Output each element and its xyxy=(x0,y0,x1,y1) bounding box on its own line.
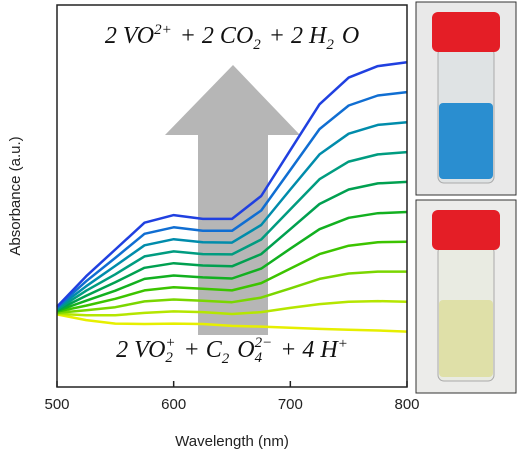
plot-frame xyxy=(56,4,408,388)
equation-text: + 4 H xyxy=(280,337,338,363)
x-tick-label: 500 xyxy=(44,396,69,413)
spectrum-line xyxy=(56,270,407,315)
spectrum-line xyxy=(56,180,408,312)
superscript: + xyxy=(165,335,176,352)
equation-text: 2 VO xyxy=(104,23,155,49)
equation-text: O xyxy=(237,337,255,363)
equation-text: O xyxy=(341,23,360,49)
spectrum-line xyxy=(56,299,408,317)
subscript: 2 xyxy=(165,350,173,367)
equation-term: + 4 H+ xyxy=(280,336,348,363)
spectrum-line xyxy=(56,121,408,310)
vial-photo-yellow xyxy=(415,199,517,394)
equation-term: 2 VO2+ xyxy=(104,22,172,49)
equation-term: + 2 CO2 xyxy=(179,23,261,53)
spectrum-line xyxy=(56,150,408,311)
subscript: 4 xyxy=(254,350,263,367)
spectrum-line xyxy=(56,313,408,333)
equation-term: O xyxy=(342,23,359,49)
equation-text: + 2 CO xyxy=(179,23,254,49)
spectrum-line xyxy=(56,61,408,308)
bottom-equation: 2 VO +2 + C2 O 2− 4 + 4 H+ xyxy=(57,336,407,368)
x-tick-label: 600 xyxy=(161,396,186,413)
x-tick-label: 700 xyxy=(278,396,303,413)
subscript: 2 xyxy=(221,350,230,367)
x-tick-label: 800 xyxy=(394,396,419,413)
equation-term: + C2 xyxy=(183,337,230,367)
equation-text: 2 VO xyxy=(116,337,166,363)
equation-text: + 2 H xyxy=(268,23,327,49)
top-equation: 2 VO2+ + 2 CO2 + 2 H2 O xyxy=(57,22,407,54)
superscript: 2− xyxy=(254,335,273,352)
subscript: 2 xyxy=(253,36,261,53)
arrow xyxy=(165,65,300,335)
equation-term: O 2− 4 xyxy=(237,336,273,366)
spectrum-line xyxy=(56,90,408,309)
script-stack: 2− 4 xyxy=(255,336,273,366)
x-axis-label: Wavelength (nm) xyxy=(175,433,289,450)
spectrum-line xyxy=(56,240,408,313)
script-stack: +2 xyxy=(165,336,175,366)
spectrum-line xyxy=(56,210,408,313)
superscript: 2+ xyxy=(154,22,172,38)
vial-photo-blue xyxy=(415,1,517,196)
equation-term: 2 VO +2 xyxy=(116,336,175,366)
subscript: 2 xyxy=(326,36,334,53)
y-axis-label: Absorbance (a.u.) xyxy=(7,136,24,255)
equation-term: + 2 H2 xyxy=(268,23,334,53)
equation-text: + C xyxy=(183,337,222,363)
superscript: + xyxy=(337,336,348,352)
